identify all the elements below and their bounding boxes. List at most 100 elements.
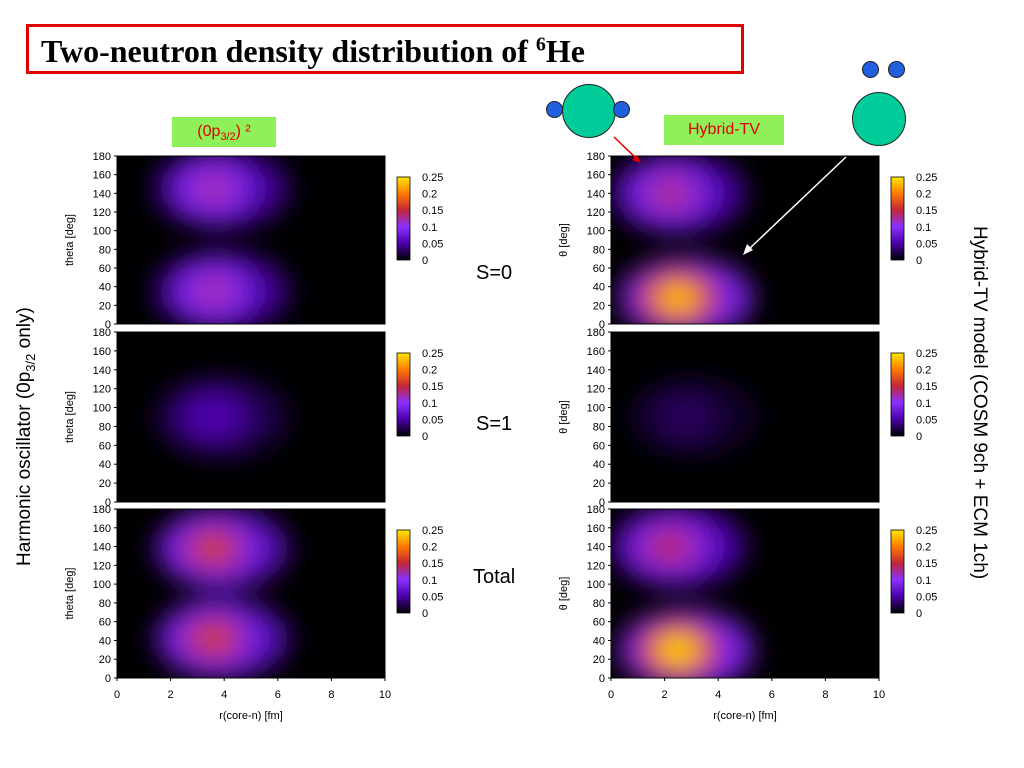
- y-tick-label: 120: [93, 560, 111, 572]
- state-label-s0: S=0: [476, 262, 513, 284]
- y-tick-label: 100: [587, 403, 605, 415]
- heatmap-frame: [610, 331, 880, 503]
- y-tick-label: 160: [587, 346, 605, 358]
- y-tick-label: 60: [593, 617, 605, 629]
- y-tick-label: 160: [587, 523, 605, 535]
- density-peak-0-layer-4: [667, 641, 689, 658]
- x-tick-label: 8: [822, 689, 828, 701]
- y-tick-label: 40: [593, 282, 605, 294]
- x-tick-label: 10: [873, 689, 885, 701]
- colorbar-tick-label: 0.2: [422, 365, 437, 377]
- y-tick-label: 40: [99, 459, 111, 471]
- y-tick-label: 40: [99, 282, 111, 294]
- density-peak-0-layer-4: [202, 630, 225, 647]
- y-tick-label: 100: [587, 579, 605, 591]
- colorbar-tick-label: 0.15: [422, 381, 443, 393]
- state-label-total: Total: [473, 566, 516, 588]
- neutron-circle-icon: [546, 101, 563, 118]
- y-axis-label: theta [deg]: [64, 391, 76, 443]
- neutron-circle-icon: [888, 61, 905, 78]
- y-tick-label: 160: [93, 170, 111, 182]
- y-tick-label: 140: [93, 542, 111, 554]
- heatmap-blur-group: [611, 156, 754, 324]
- y-tick-label: 120: [587, 560, 605, 572]
- colorbar: [396, 352, 411, 437]
- y-tick-label: 0: [599, 673, 605, 685]
- colorbar-tick-label: 0.2: [916, 189, 931, 201]
- heatmap-body: [154, 376, 289, 458]
- heatmap-blur-group: [154, 376, 289, 458]
- y-tick-label: 160: [93, 346, 111, 358]
- colorbar-tick-label: 0.05: [916, 414, 937, 426]
- x-tick-label: 6: [769, 689, 775, 701]
- x-tick-label: 0: [114, 689, 120, 701]
- y-tick-label: 0: [599, 319, 605, 331]
- colorbar-tick-label: 0.25: [422, 172, 443, 184]
- y-tick-label: 20: [99, 478, 111, 490]
- title-text: Two-neutron density distribution of: [41, 33, 536, 69]
- density-peak-0-layer-4: [667, 289, 689, 306]
- arrow-white: [747, 156, 847, 251]
- y-tick-label: 80: [593, 244, 605, 256]
- colorbar: [890, 176, 905, 261]
- y-axis-label: θ [deg]: [558, 577, 570, 611]
- heatmap-body: [154, 509, 289, 678]
- y-tick-label: 160: [93, 523, 111, 535]
- y-tick-label: 0: [105, 673, 111, 685]
- y-tick-label: 80: [99, 244, 111, 256]
- y-axis-label: theta [deg]: [64, 214, 76, 266]
- y-tick-label: 180: [587, 151, 605, 163]
- y-tick-label: 40: [593, 459, 605, 471]
- colorbar-tick-label: 0.1: [422, 222, 437, 234]
- heatmap-frame: [610, 155, 880, 325]
- y-tick-label: 80: [99, 598, 111, 610]
- density-peak-0-layer-4: [675, 408, 697, 426]
- neutron-circle-icon: [862, 61, 879, 78]
- colorbar-tick-label: 0: [422, 608, 428, 620]
- colorbar-tick-label: 0: [422, 431, 428, 443]
- y-tick-label: 180: [587, 327, 605, 339]
- y-tick-label: 60: [593, 263, 605, 275]
- tag-hybrid: Hybrid-TV: [664, 115, 784, 145]
- y-tick-label: 20: [99, 300, 111, 312]
- y-tick-label: 60: [99, 263, 111, 275]
- colorbar-tick-label: 0.2: [916, 365, 931, 377]
- colorbar-tick-label: 0.05: [422, 591, 443, 603]
- tag-right-text: Hybrid-TV: [687, 121, 760, 138]
- colorbar-tick-label: 0.15: [422, 558, 443, 570]
- heatmap-body: [611, 509, 754, 678]
- y-axis-label: θ [deg]: [558, 223, 570, 257]
- x-tick-label: 2: [168, 689, 174, 701]
- title-element: He: [545, 33, 585, 69]
- arrow-red-head: [632, 155, 641, 163]
- y-tick-label: 100: [93, 579, 111, 591]
- colorbar-tick-label: 0.05: [422, 414, 443, 426]
- colorbar: [396, 529, 411, 614]
- colorbar-tick-label: 0.25: [916, 348, 937, 360]
- density-peak-0-layer-4: [202, 283, 225, 300]
- y-tick-label: 180: [93, 327, 111, 339]
- y-tick-label: 140: [587, 365, 605, 377]
- colorbar: [396, 176, 411, 261]
- colorbar-tick-label: 0.2: [916, 542, 931, 554]
- y-tick-label: 140: [93, 365, 111, 377]
- x-tick-label: 2: [662, 689, 668, 701]
- heatmap-blur-group: [627, 376, 762, 458]
- y-tick-label: 60: [593, 440, 605, 452]
- colorbar: [890, 529, 905, 614]
- x-tick-label: 0: [608, 689, 614, 701]
- density-peak-1-layer-4: [202, 180, 225, 197]
- heatmap-body: [627, 376, 762, 458]
- y-tick-label: 180: [93, 504, 111, 516]
- y-tick-label: 20: [593, 654, 605, 666]
- y-tick-label: 160: [587, 170, 605, 182]
- title-box: Two-neutron density distribution of 6He: [26, 24, 744, 74]
- colorbar-tick-label: 0.1: [422, 575, 437, 587]
- title-superscript: 6: [535, 33, 546, 56]
- x-tick-label: 10: [379, 689, 391, 701]
- tag-harmonic: (0p3/2) ²: [172, 117, 276, 147]
- x-tick-label: 4: [715, 689, 721, 701]
- arrow-red: [613, 136, 639, 161]
- y-tick-label: 60: [99, 440, 111, 452]
- heatmap-body: [611, 156, 754, 324]
